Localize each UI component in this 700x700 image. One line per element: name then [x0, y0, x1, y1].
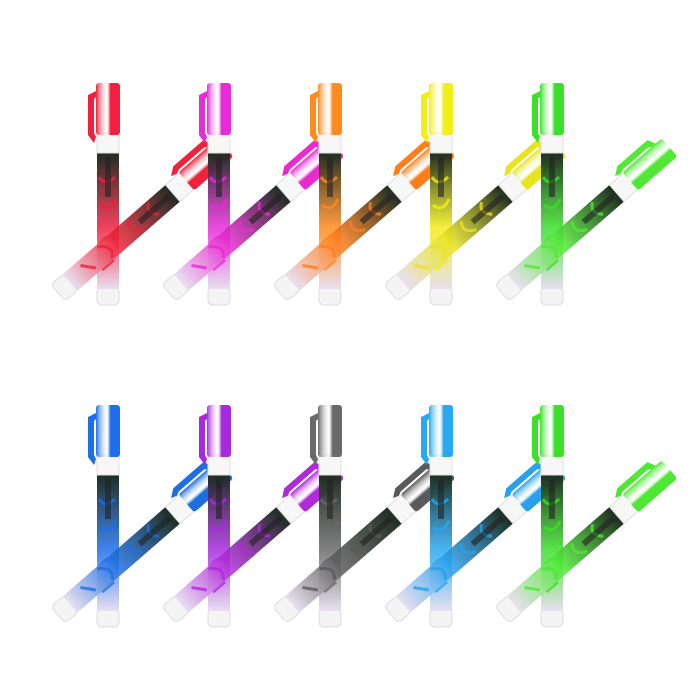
pen-cap [429, 405, 453, 457]
pen-band [540, 454, 564, 476]
pen-tip [96, 286, 120, 306]
pen-label [137, 193, 172, 225]
pen-cap [96, 405, 120, 457]
pen-clip [171, 140, 212, 177]
pen-cap [623, 461, 677, 512]
pen-band [207, 454, 231, 476]
pen-clip [282, 140, 323, 177]
pen-clip [88, 413, 96, 465]
pen-tip [540, 286, 564, 306]
pen-label [470, 193, 505, 225]
pen-clip [532, 413, 540, 465]
pen-label [359, 193, 394, 225]
pen-cap [96, 83, 120, 135]
pen-label [327, 157, 333, 197]
pen-cap [207, 83, 231, 135]
pen-clip [615, 462, 656, 499]
pen-pattern [80, 201, 160, 270]
pen-tip [429, 608, 453, 628]
pen-label [581, 193, 616, 225]
pen-clip [421, 413, 429, 465]
pen [496, 461, 677, 622]
pen-clip [310, 91, 318, 143]
pen-clip [199, 413, 207, 465]
pen-clip [282, 462, 323, 499]
pen-clip [88, 91, 96, 143]
pen-clip [615, 140, 656, 177]
pen [163, 461, 344, 622]
pen-tip [429, 286, 453, 306]
pen-cap [623, 139, 677, 190]
pen-cap [429, 83, 453, 135]
pen-clip [393, 140, 434, 177]
pen-tip [207, 286, 231, 306]
pen-cap [318, 83, 342, 135]
pen [496, 139, 677, 300]
pen-band [96, 132, 120, 154]
pen-label [105, 157, 111, 197]
pen-label [438, 157, 444, 197]
pen-band [429, 132, 453, 154]
pen-tip [318, 286, 342, 306]
pen-tip [540, 608, 564, 628]
pen-clip [310, 413, 318, 465]
pen-cap [207, 405, 231, 457]
pen-cap [540, 405, 564, 457]
pen-clip [421, 91, 429, 143]
pen-label [470, 515, 505, 547]
pens [52, 83, 677, 628]
pen-label [248, 193, 283, 225]
pen-label [549, 157, 555, 197]
pen-pattern [413, 523, 493, 592]
pen-label [581, 515, 616, 547]
pen-band [96, 454, 120, 476]
pen-band [318, 454, 342, 476]
pen-pattern [191, 201, 271, 270]
pen-pattern [524, 523, 604, 592]
pen-label [549, 479, 555, 519]
pen-label [137, 515, 172, 547]
pen-clip [171, 462, 212, 499]
pen-clip [504, 462, 545, 499]
pen-band [318, 132, 342, 154]
pen-pattern [302, 523, 382, 592]
pen-clip [199, 91, 207, 143]
pen-band [207, 132, 231, 154]
pen [88, 83, 120, 306]
pen-band [540, 132, 564, 154]
pen-clip [393, 462, 434, 499]
pen-tip [96, 608, 120, 628]
pen [52, 461, 233, 622]
pen-pattern [413, 201, 493, 270]
pen-label [359, 515, 394, 547]
pen-label [248, 515, 283, 547]
pen-pattern [191, 523, 271, 592]
pen-pattern [524, 201, 604, 270]
pen-label [216, 157, 222, 197]
pen-label [438, 479, 444, 519]
pen-label [105, 479, 111, 519]
pen-clip [504, 140, 545, 177]
pen [385, 461, 566, 622]
pen-label [216, 479, 222, 519]
pen-tip [318, 608, 342, 628]
pen-cap [540, 83, 564, 135]
pen-clip [532, 91, 540, 143]
pen-pattern [80, 523, 160, 592]
pen-cap [318, 405, 342, 457]
pen-label [327, 479, 333, 519]
pen-tip [207, 608, 231, 628]
pen-band [429, 454, 453, 476]
pen-pattern [302, 201, 382, 270]
